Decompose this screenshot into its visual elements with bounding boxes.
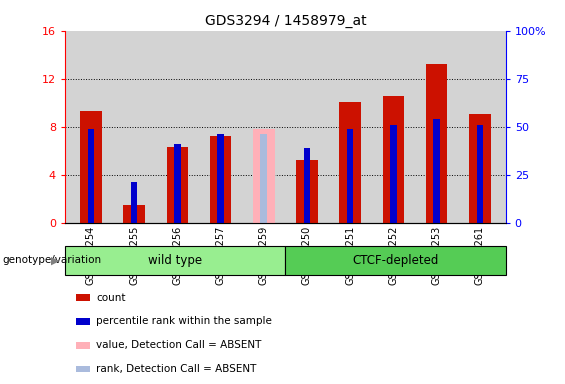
Bar xyxy=(253,129,275,223)
Text: wild type: wild type xyxy=(148,254,202,266)
Text: ▶: ▶ xyxy=(51,255,59,265)
Bar xyxy=(218,134,224,223)
Text: count: count xyxy=(96,293,125,303)
Bar xyxy=(123,205,145,223)
Text: rank, Detection Call = ABSENT: rank, Detection Call = ABSENT xyxy=(96,364,257,374)
Text: percentile rank within the sample: percentile rank within the sample xyxy=(96,316,272,326)
Bar xyxy=(383,96,404,223)
Bar xyxy=(80,111,102,223)
Bar xyxy=(426,65,447,223)
Bar xyxy=(210,136,231,223)
Bar xyxy=(390,125,397,223)
Text: value, Detection Call = ABSENT: value, Detection Call = ABSENT xyxy=(96,340,262,350)
Bar xyxy=(167,147,188,223)
Bar xyxy=(347,129,353,223)
Bar xyxy=(433,119,440,223)
Text: genotype/variation: genotype/variation xyxy=(3,255,102,265)
Text: CTCF-depleted: CTCF-depleted xyxy=(353,254,438,266)
Bar xyxy=(174,144,181,223)
Bar xyxy=(340,101,361,223)
Title: GDS3294 / 1458979_at: GDS3294 / 1458979_at xyxy=(205,14,366,28)
Bar xyxy=(469,114,490,223)
Bar xyxy=(476,125,483,223)
Bar xyxy=(304,148,310,223)
Bar xyxy=(260,134,267,223)
Bar xyxy=(296,161,318,223)
Bar xyxy=(88,129,94,223)
Bar xyxy=(65,246,285,275)
Bar xyxy=(285,246,506,275)
Bar xyxy=(131,182,137,223)
